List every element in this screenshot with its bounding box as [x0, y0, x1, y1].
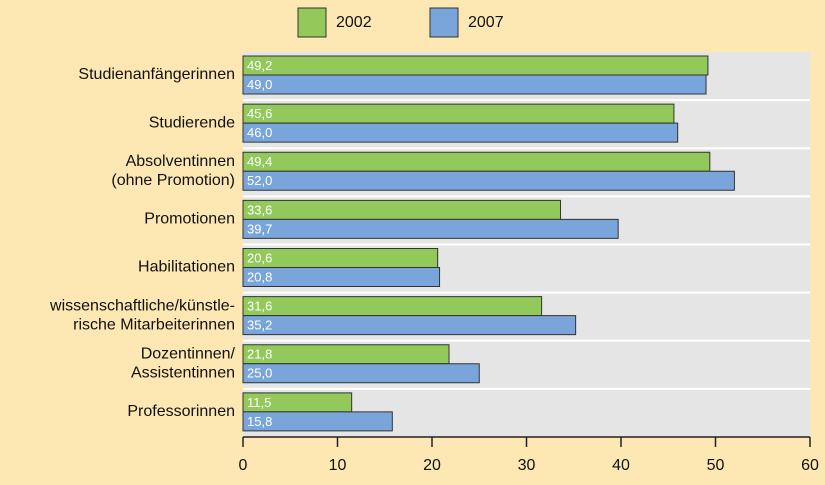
x-tick-label: 0 [239, 457, 248, 474]
value-label: 20,6 [247, 250, 272, 265]
y-tick-label: wissenschaftliche/künstle- [49, 297, 235, 314]
value-label: 49,2 [247, 58, 272, 73]
value-label: 45,6 [247, 106, 272, 121]
value-label: 39,7 [247, 221, 272, 236]
legend-swatch [297, 7, 327, 38]
y-tick-label: Habilitationen [138, 259, 235, 276]
value-label: 25,0 [247, 366, 272, 381]
value-label: 49,0 [247, 77, 272, 92]
bar [242, 122, 679, 143]
y-tick-label: (ohne Promotion) [111, 172, 235, 189]
value-label: 33,6 [247, 202, 272, 217]
value-label: 46,0 [247, 125, 272, 140]
bar [242, 315, 577, 336]
y-tick-label: Absolventinnen [126, 153, 235, 170]
value-label: 31,6 [247, 299, 272, 314]
value-label: 21,8 [247, 347, 272, 362]
y-tick-label: Professorinnen [127, 403, 235, 420]
x-tick-label: 20 [423, 457, 441, 474]
y-tick-label: Promotionen [144, 211, 235, 228]
x-tick-label: 30 [518, 457, 536, 474]
bar [242, 170, 735, 191]
y-tick-label: Assistentinnen [131, 364, 235, 381]
x-tick-label: 50 [707, 457, 725, 474]
value-label: 20,8 [247, 269, 272, 284]
value-label: 35,2 [247, 318, 272, 333]
bar [242, 74, 707, 95]
x-tick-label: 40 [612, 457, 630, 474]
value-label: 11,5 [247, 395, 271, 410]
value-label: 15,8 [247, 414, 272, 429]
bar [242, 267, 441, 287]
y-tick-label: Dozentinnen/ [141, 345, 236, 362]
bar [242, 55, 709, 76]
y-tick-label: rische Mitarbeiterinnen [73, 316, 235, 333]
x-tick-label: 60 [801, 457, 819, 474]
bar [242, 151, 711, 172]
bar [242, 296, 543, 317]
y-tick-label: Studierende [149, 114, 235, 131]
legend-label: 2007 [468, 14, 504, 31]
value-label: 49,4 [247, 154, 272, 169]
legend-swatch [429, 7, 459, 38]
bar [242, 344, 450, 365]
bar [242, 218, 619, 239]
y-tick-label: Studienanfängerinnen [78, 66, 235, 83]
bar [242, 411, 393, 432]
bar [242, 363, 480, 384]
value-label: 52,0 [247, 173, 272, 188]
bar [242, 199, 562, 220]
legend-label: 2002 [336, 14, 372, 31]
bar [242, 103, 675, 124]
x-tick-label: 10 [329, 457, 347, 474]
